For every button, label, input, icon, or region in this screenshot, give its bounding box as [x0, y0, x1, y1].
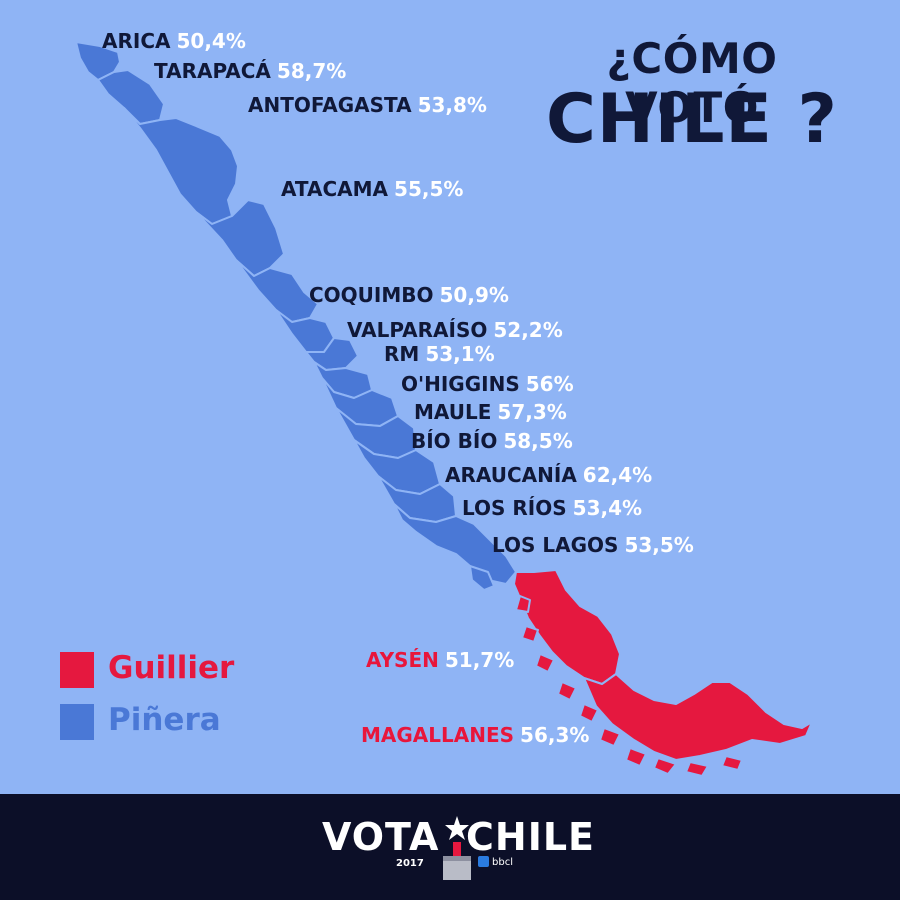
island-shape [653, 757, 677, 775]
island-shape [535, 653, 555, 673]
island-shape [599, 727, 621, 747]
label-antofagasta: ANTOFAGASTA 53,8% [248, 93, 487, 117]
footer-bar [0, 794, 900, 900]
label-ohiggins: O'HIGGINS 56% [401, 372, 574, 396]
island-shape [625, 747, 647, 767]
label-valparaiso: VALPARAÍSO 52,2% [347, 318, 563, 342]
island-shape [721, 755, 743, 771]
footer-handle-text: bbcl [492, 857, 513, 868]
label-los-lagos: LOS LAGOS 53,5% [492, 533, 694, 557]
footer-year: 2017 [396, 858, 424, 869]
region-shape-antofagasta [123, 107, 239, 225]
label-maule: MAULE 57,3% [414, 400, 567, 424]
label-coquimbo: COQUIMBO 50,9% [309, 283, 509, 307]
legend-swatch-pinera [60, 704, 94, 740]
island-shape [469, 565, 495, 591]
region-shape-tarapaca [97, 69, 165, 125]
twitter-icon [478, 856, 489, 867]
title-line-2: CHILE ? [545, 80, 838, 159]
region-shape-los-lagos [393, 503, 517, 585]
island-shape [521, 625, 539, 643]
label-arica: ARICA 50,4% [102, 29, 246, 53]
label-biobio: BÍO BÍO 58,5% [411, 429, 573, 453]
footer-brand-right: CHILE [466, 815, 596, 859]
label-araucania: ARAUCANÍA 62,4% [445, 463, 653, 487]
region-shape-coquimbo [235, 259, 319, 323]
legend-label-guillier: Guillier [108, 650, 235, 686]
label-atacama: ATACAMA 55,5% [281, 177, 464, 201]
footer-brand-left: VOTA [322, 815, 440, 859]
island-shape [685, 761, 709, 777]
label-tarapaca: TARAPACÁ 58,7% [154, 59, 347, 83]
label-aysen: AYSÉN 51,7% [366, 648, 515, 672]
title-line-1: ¿CÓMO VOTÓ [606, 34, 778, 132]
ballot-box-icon [443, 816, 471, 880]
legend-swatch-guillier [60, 652, 94, 688]
footer-handle: bbcl [478, 856, 513, 868]
legend-label-pinera: Piñera [108, 702, 221, 738]
island-shape [579, 703, 599, 723]
label-magallanes: MAGALLANES 56,3% [361, 723, 590, 747]
region-shape-atacama [195, 199, 285, 277]
label-los-rios: LOS RÍOS 53,4% [462, 496, 643, 520]
island-shape [557, 681, 577, 701]
region-shape-magallanes [583, 673, 813, 761]
island-shape [515, 595, 531, 613]
label-rm: RM 53,1% [384, 342, 495, 366]
